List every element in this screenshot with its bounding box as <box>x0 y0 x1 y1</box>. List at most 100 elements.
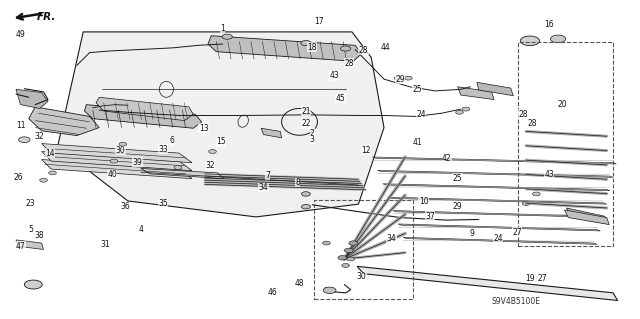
Text: 10: 10 <box>419 197 429 206</box>
Circle shape <box>344 248 353 253</box>
Text: 13: 13 <box>198 124 209 133</box>
Polygon shape <box>564 210 609 225</box>
Text: 24: 24 <box>493 234 503 243</box>
Polygon shape <box>42 144 192 163</box>
Circle shape <box>394 76 402 80</box>
Text: 49: 49 <box>15 30 26 39</box>
Text: 20: 20 <box>557 100 567 109</box>
Text: 5: 5 <box>28 225 33 234</box>
Circle shape <box>532 192 540 196</box>
Polygon shape <box>403 237 597 244</box>
Circle shape <box>522 202 530 205</box>
Text: 4: 4 <box>138 225 143 234</box>
Text: 1: 1 <box>220 24 225 33</box>
Circle shape <box>110 159 118 163</box>
Circle shape <box>301 41 311 46</box>
Text: 39: 39 <box>132 158 143 167</box>
Circle shape <box>119 142 127 146</box>
Text: 28: 28 <box>344 59 353 68</box>
Circle shape <box>347 257 355 261</box>
Text: 32: 32 <box>205 161 215 170</box>
Circle shape <box>19 137 30 143</box>
Polygon shape <box>388 197 607 204</box>
Text: 9: 9 <box>470 229 475 238</box>
Circle shape <box>49 171 56 175</box>
Circle shape <box>338 256 347 260</box>
Text: 41: 41 <box>412 138 422 147</box>
Polygon shape <box>208 36 362 61</box>
Polygon shape <box>84 105 202 128</box>
Text: 45: 45 <box>335 94 346 103</box>
Text: S9V4B5100E: S9V4B5100E <box>492 297 541 306</box>
Circle shape <box>174 166 182 169</box>
Text: 25: 25 <box>452 174 463 182</box>
Text: 29: 29 <box>452 202 463 211</box>
Circle shape <box>209 150 216 153</box>
Text: 47: 47 <box>15 242 26 251</box>
Polygon shape <box>477 82 513 96</box>
Polygon shape <box>393 211 604 218</box>
Text: 28: 28 <box>528 119 537 128</box>
Text: 31: 31 <box>100 241 111 249</box>
Circle shape <box>24 280 42 289</box>
Text: 24: 24 <box>416 110 426 119</box>
Text: 35: 35 <box>158 199 168 208</box>
Polygon shape <box>357 266 618 300</box>
Polygon shape <box>383 184 610 191</box>
Polygon shape <box>141 168 224 179</box>
Text: 17: 17 <box>314 17 324 26</box>
Circle shape <box>323 287 336 293</box>
Polygon shape <box>378 170 613 177</box>
Polygon shape <box>16 89 48 108</box>
Polygon shape <box>29 107 99 136</box>
Circle shape <box>550 35 566 43</box>
Polygon shape <box>42 160 192 179</box>
Text: FR.: FR. <box>37 11 56 22</box>
Text: 27: 27 <box>512 228 522 237</box>
Text: 33: 33 <box>158 145 168 154</box>
Text: 12: 12 <box>362 146 371 155</box>
Circle shape <box>520 36 540 46</box>
Text: 18: 18 <box>308 43 317 52</box>
Polygon shape <box>42 152 192 171</box>
Polygon shape <box>58 32 384 217</box>
Circle shape <box>340 46 351 51</box>
Text: 29: 29 <box>395 75 405 84</box>
Circle shape <box>323 241 330 245</box>
Text: 40: 40 <box>107 170 117 179</box>
Text: 28: 28 <box>359 46 368 55</box>
Circle shape <box>342 263 349 267</box>
Text: 25: 25 <box>412 85 422 94</box>
Text: 19: 19 <box>525 274 535 283</box>
Text: 22: 22 <box>301 119 310 128</box>
Polygon shape <box>566 208 608 224</box>
Polygon shape <box>96 97 193 121</box>
Text: 3: 3 <box>310 135 315 144</box>
Text: 2: 2 <box>310 129 315 138</box>
Text: 46: 46 <box>267 288 277 297</box>
Circle shape <box>40 178 47 182</box>
Text: 8: 8 <box>295 178 300 187</box>
Text: 26: 26 <box>13 173 23 182</box>
Text: 7: 7 <box>265 171 270 180</box>
Circle shape <box>222 34 232 39</box>
Text: 37: 37 <box>425 212 435 221</box>
Text: 43: 43 <box>329 71 339 80</box>
Polygon shape <box>261 128 282 138</box>
Text: 21: 21 <box>301 107 310 115</box>
Polygon shape <box>16 240 44 249</box>
Text: 30: 30 <box>356 272 367 281</box>
Polygon shape <box>458 87 494 100</box>
Circle shape <box>349 241 358 245</box>
Polygon shape <box>398 224 600 231</box>
Circle shape <box>404 76 412 80</box>
Circle shape <box>462 107 470 111</box>
Text: 16: 16 <box>544 20 554 29</box>
Text: 23: 23 <box>26 199 36 208</box>
Text: 34: 34 <box>387 234 397 243</box>
Text: 42: 42 <box>442 154 452 163</box>
Text: 34: 34 <box>259 183 269 192</box>
Circle shape <box>301 192 310 196</box>
Text: 38: 38 <box>35 231 45 240</box>
Circle shape <box>456 110 463 114</box>
